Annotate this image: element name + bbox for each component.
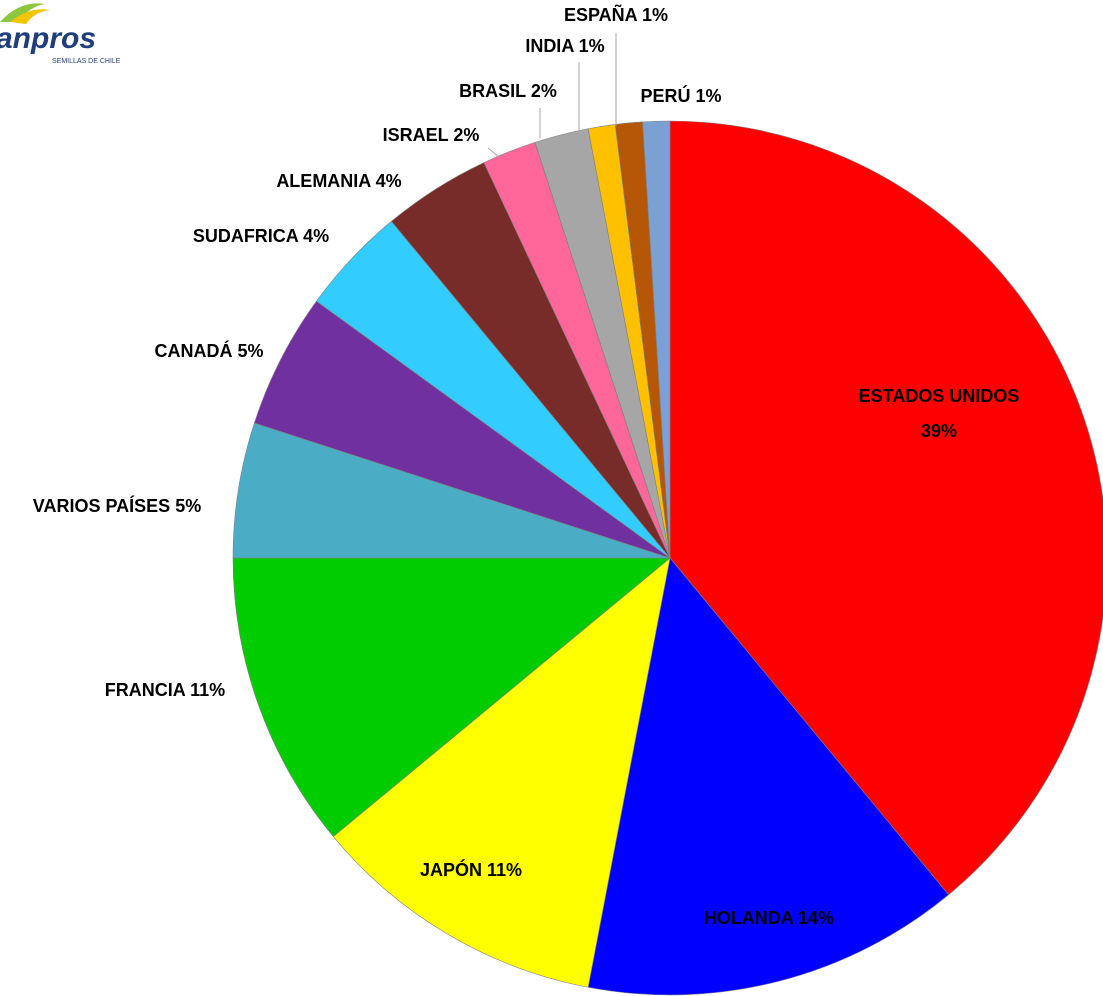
- data-label: ALEMANIA 4%: [276, 171, 401, 191]
- data-label: VARIOS PAÍSES 5%: [33, 495, 201, 516]
- value-label: 1%: [696, 86, 722, 106]
- data-label: PERÚ 1%: [640, 85, 721, 106]
- logo-swoosh: [10, 9, 50, 24]
- pie-slice: [669, 120, 1103, 896]
- value-label: 14%: [798, 908, 834, 928]
- value-label: 4%: [303, 226, 329, 246]
- logo-name: anpros: [0, 22, 96, 55]
- category-label: ALEMANIA: [276, 171, 371, 191]
- data-label: BRASIL 2%: [459, 81, 557, 101]
- value-label: 1%: [642, 5, 668, 25]
- pie-slice: [332, 557, 671, 988]
- category-label: HOLANDA: [704, 908, 794, 928]
- data-label: CANADÁ 5%: [154, 340, 263, 361]
- value-label: 4%: [376, 171, 402, 191]
- value-label: 11%: [190, 680, 225, 700]
- data-label: 39%: [921, 421, 957, 441]
- logo-swoosh: [0, 3, 45, 22]
- value-label: 39%: [921, 421, 957, 441]
- category-label: VARIOS PAÍSES: [33, 495, 170, 516]
- data-label: ESTADOS UNIDOS: [859, 386, 1020, 406]
- value-label: 2%: [531, 81, 557, 101]
- leader-line: [487, 147, 500, 158]
- category-label: CANADÁ: [154, 340, 232, 361]
- category-label: FRANCIA: [105, 680, 186, 700]
- category-label: PERÚ: [640, 85, 690, 106]
- logo: anpros SEMILLAS DE CHILE: [0, 3, 121, 65]
- pie-slice: [587, 557, 949, 996]
- category-label: JAPÓN: [420, 859, 482, 880]
- data-label: SUDAFRICA 4%: [193, 226, 329, 246]
- category-label: ESTADOS UNIDOS: [859, 386, 1020, 406]
- category-label: INDIA: [525, 36, 574, 56]
- value-label: 5%: [238, 341, 264, 361]
- value-label: 5%: [175, 496, 201, 516]
- data-label: ESPAÑA 1%: [564, 4, 668, 25]
- category-label: BRASIL: [459, 81, 526, 101]
- data-label: INDIA 1%: [525, 36, 604, 56]
- data-label: JAPÓN 11%: [420, 859, 522, 880]
- pie-slice: [232, 557, 671, 837]
- value-label: 1%: [579, 36, 605, 56]
- pie-slice: [642, 120, 671, 559]
- data-label: FRANCIA 11%: [105, 680, 225, 700]
- value-label: 2%: [453, 125, 479, 145]
- data-label: HOLANDA 14%: [704, 908, 834, 928]
- category-label: SUDAFRICA: [193, 226, 299, 246]
- logo-tagline: SEMILLAS DE CHILE: [52, 58, 121, 65]
- value-label: 11%: [487, 860, 522, 880]
- category-label: ISRAEL: [383, 125, 449, 145]
- data-label: ISRAEL 2%: [383, 125, 480, 145]
- category-label: ESPAÑA: [564, 4, 638, 25]
